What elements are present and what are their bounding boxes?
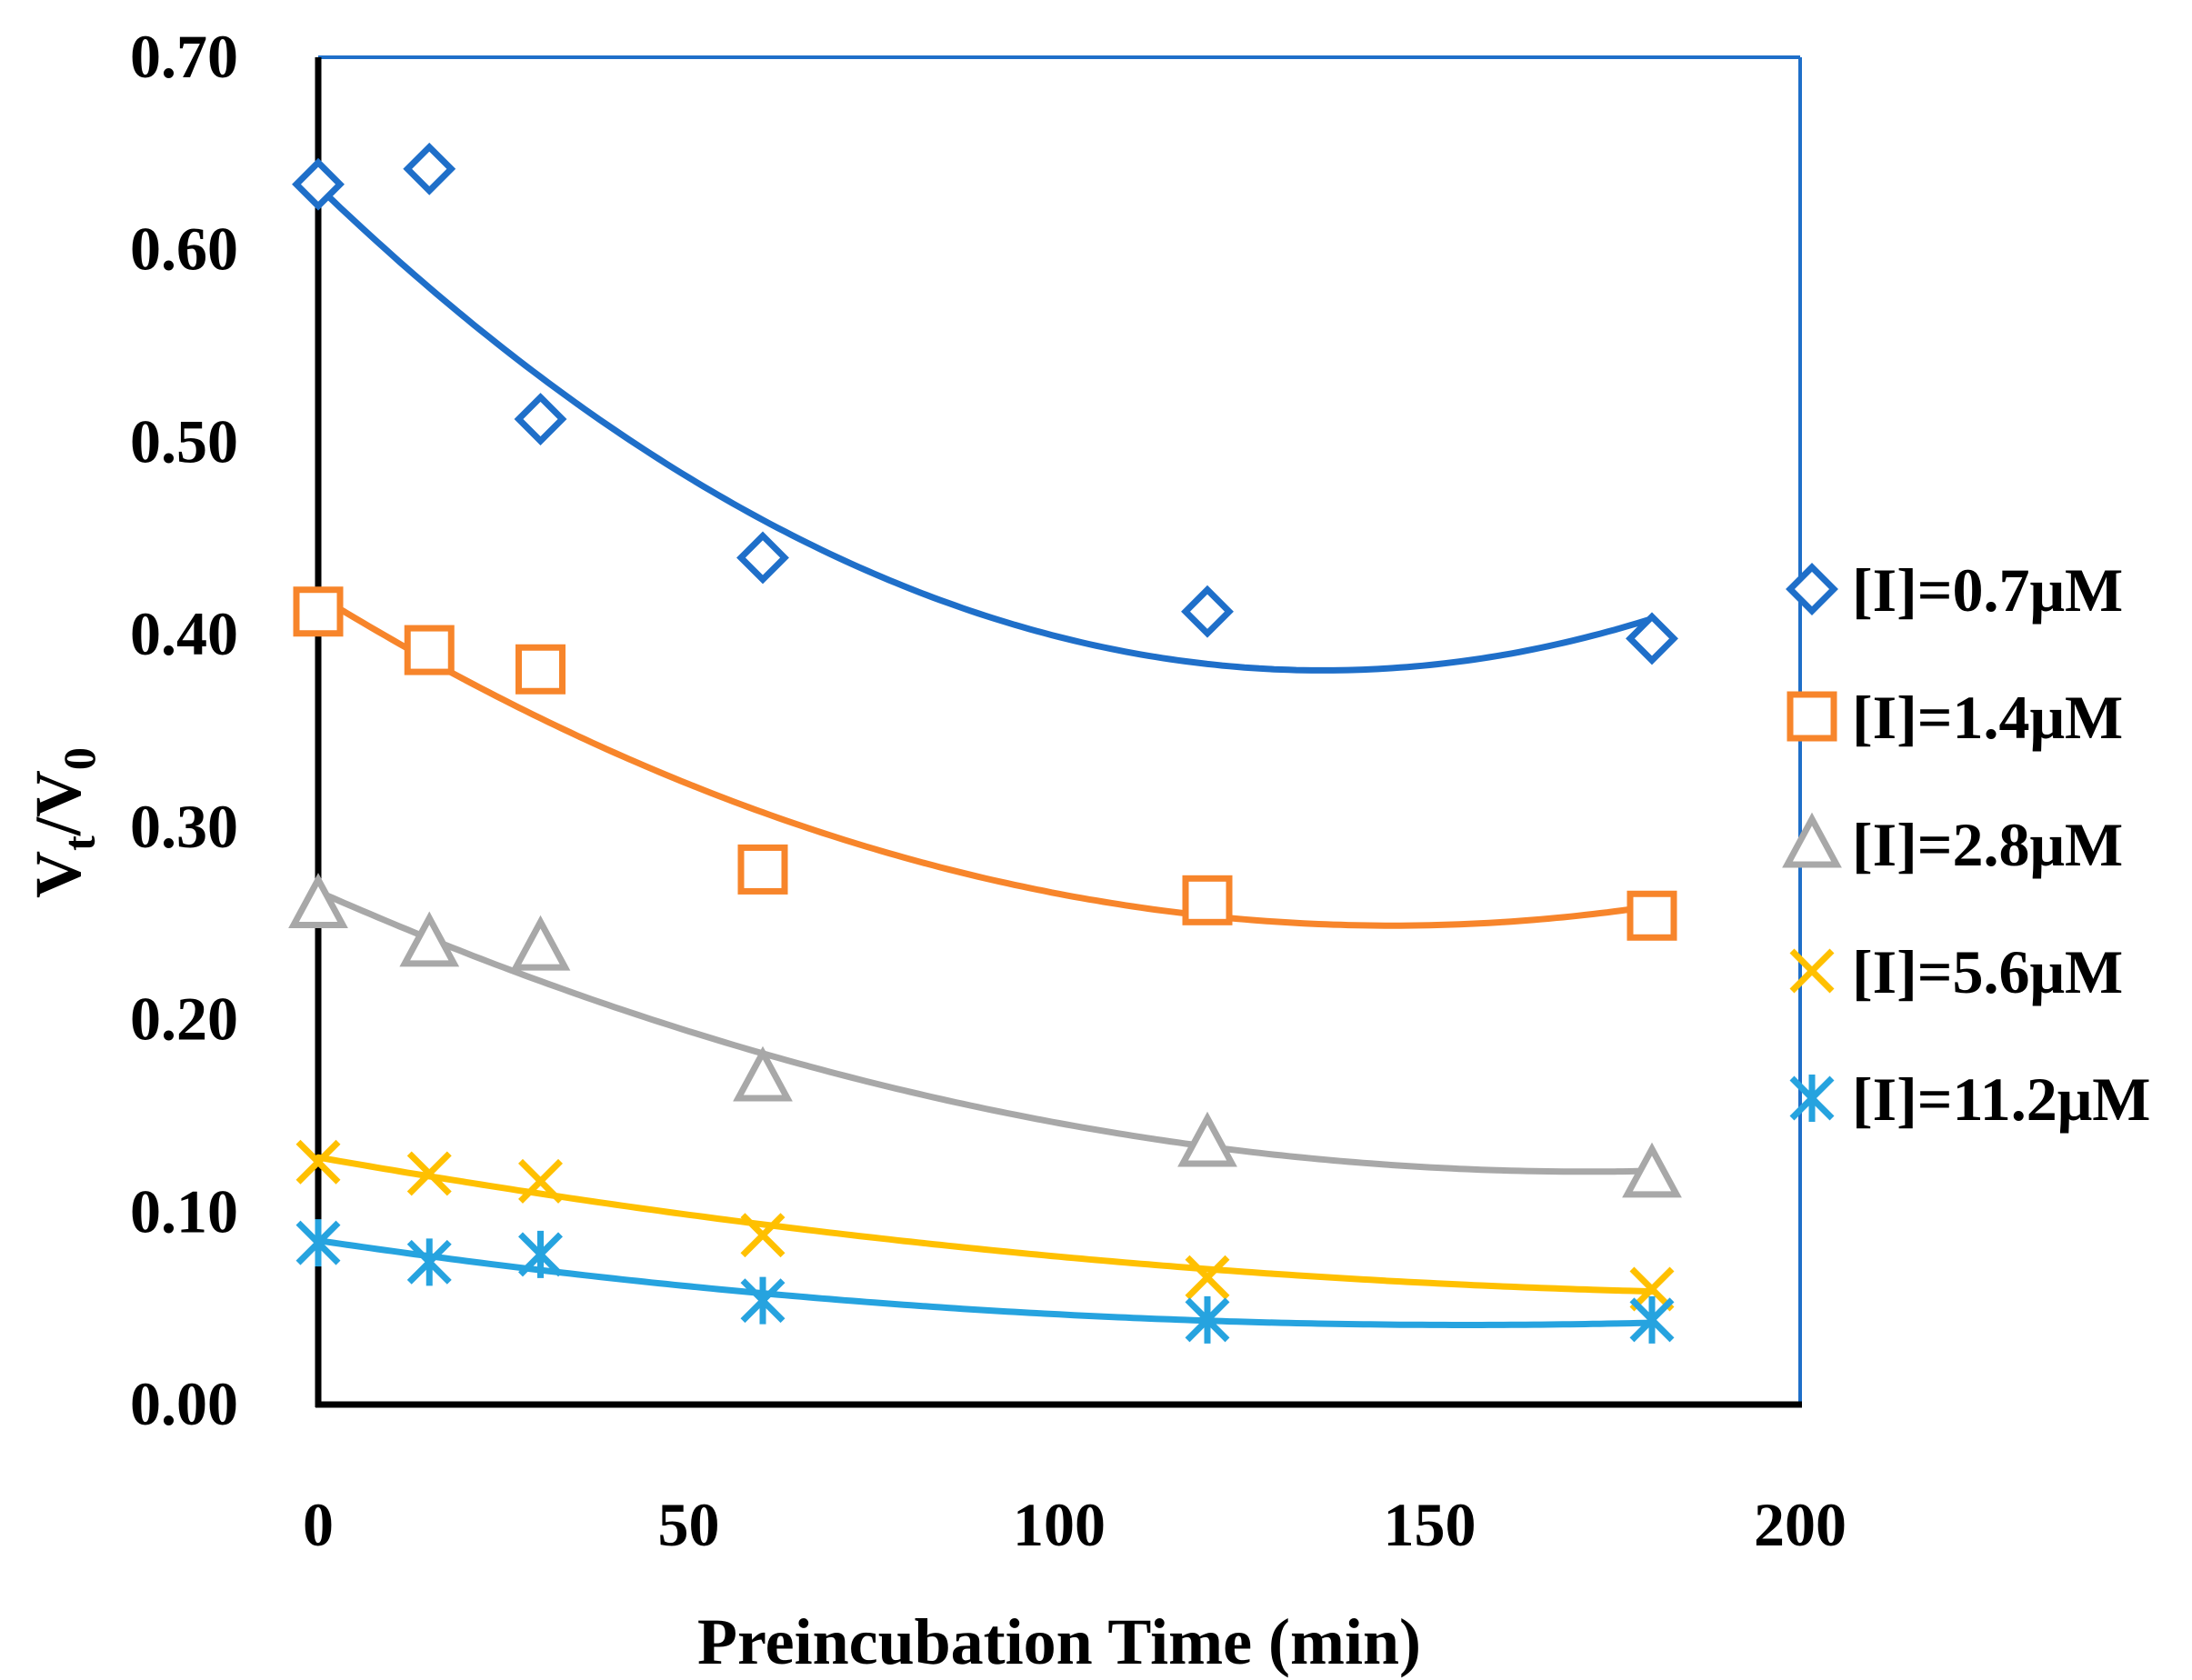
data-point-star bbox=[295, 1219, 341, 1267]
legend-marker-square bbox=[1787, 691, 1837, 742]
data-point-x bbox=[406, 1151, 452, 1196]
trendline bbox=[315, 592, 1656, 929]
data-point-diamond bbox=[403, 142, 456, 195]
data-point-star bbox=[1185, 1295, 1230, 1344]
y-tick-label: 0.40 bbox=[130, 599, 238, 668]
data-point-triangle bbox=[1622, 1142, 1682, 1198]
data-point-triangle bbox=[288, 873, 348, 928]
x-tick-label: 150 bbox=[1384, 1490, 1476, 1559]
y-axis-title-sep: /V bbox=[22, 770, 95, 836]
y-tick-label: 0.10 bbox=[130, 1176, 238, 1245]
data-point-x bbox=[295, 1139, 341, 1185]
data-point-triangle bbox=[733, 1045, 793, 1102]
data-points bbox=[288, 142, 1682, 1344]
legend-marker-triangle bbox=[1782, 812, 1842, 868]
data-point-triangle bbox=[1177, 1111, 1237, 1167]
y-axis-title: Vt/V0 bbox=[22, 747, 105, 898]
y-tick-label: 0.60 bbox=[130, 215, 238, 284]
x-tick-labels: 0 50 100 150 200 bbox=[303, 1490, 1847, 1559]
trendline bbox=[315, 888, 1656, 1175]
legend-marker-star bbox=[1789, 1075, 1835, 1122]
data-point-x bbox=[740, 1213, 786, 1258]
legend-item: [I]=5.6μM bbox=[1789, 937, 2123, 1006]
y-tick-label: 0.00 bbox=[130, 1369, 238, 1438]
data-point-diamond bbox=[514, 393, 567, 445]
data-point-square bbox=[1626, 890, 1677, 941]
x-tick-label: 0 bbox=[303, 1490, 334, 1559]
data-point-x bbox=[518, 1158, 563, 1204]
y-tick-label: 0.70 bbox=[130, 22, 238, 91]
legend-item: [I]=2.8μM bbox=[1782, 810, 2123, 879]
y-tick-label: 0.30 bbox=[130, 792, 238, 861]
legend: [I]=0.7μM [I]=1.4μM [I]=2.8μM [I]=5.6μM [I]=… bbox=[1782, 555, 2150, 1134]
y-axis-title-main: V bbox=[22, 851, 95, 898]
data-point-diamond bbox=[1626, 612, 1678, 665]
data-point-square bbox=[515, 644, 566, 695]
x-tick-label: 50 bbox=[658, 1490, 720, 1559]
legend-label: [I]=11.2μM bbox=[1852, 1065, 2150, 1134]
data-point-star bbox=[1629, 1295, 1675, 1344]
data-point-triangle bbox=[399, 911, 460, 967]
legend-label: [I]=5.6μM bbox=[1852, 937, 2123, 1006]
legend-label: [I]=2.8μM bbox=[1852, 810, 2123, 879]
data-point-diamond bbox=[1181, 585, 1234, 638]
x-tick-label: 200 bbox=[1754, 1490, 1847, 1559]
trendline bbox=[315, 183, 1656, 674]
y-tick-labels: 0.00 0.10 0.20 0.30 0.40 0.50 0.60 0.70 bbox=[130, 22, 238, 1438]
legend-item: [I]=1.4μM bbox=[1787, 683, 2123, 752]
y-axis-title-sub-0: 0 bbox=[54, 747, 105, 770]
y-axis-title-sub-t: t bbox=[54, 835, 105, 851]
data-point-diamond bbox=[292, 157, 345, 211]
legend-label: [I]=1.4μM bbox=[1852, 683, 2123, 752]
legend-marker-x bbox=[1789, 948, 1835, 994]
legend-label: [I]=0.7μM bbox=[1852, 555, 2123, 625]
legend-item: [I]=11.2μM bbox=[1789, 1065, 2150, 1134]
x-tick-label: 100 bbox=[1013, 1490, 1106, 1559]
data-point-star bbox=[740, 1276, 786, 1325]
y-tick-label: 0.20 bbox=[130, 985, 238, 1054]
data-point-x bbox=[1185, 1255, 1230, 1300]
data-point-square bbox=[293, 586, 344, 637]
x-axis-title: Preincubation Time (min) bbox=[697, 1605, 1421, 1678]
data-point-star bbox=[406, 1238, 452, 1286]
y-tick-label: 0.50 bbox=[130, 406, 238, 475]
data-point-square bbox=[404, 625, 455, 675]
legend-marker-diamond bbox=[1786, 563, 1838, 615]
data-point-square bbox=[1182, 875, 1233, 925]
data-point-triangle bbox=[510, 915, 571, 971]
data-point-square bbox=[737, 844, 788, 895]
data-point-star bbox=[518, 1230, 563, 1278]
legend-item: [I]=0.7μM bbox=[1786, 555, 2123, 625]
trendlines bbox=[315, 183, 1656, 1328]
trendline bbox=[315, 1154, 1656, 1295]
data-point-diamond bbox=[736, 531, 789, 585]
